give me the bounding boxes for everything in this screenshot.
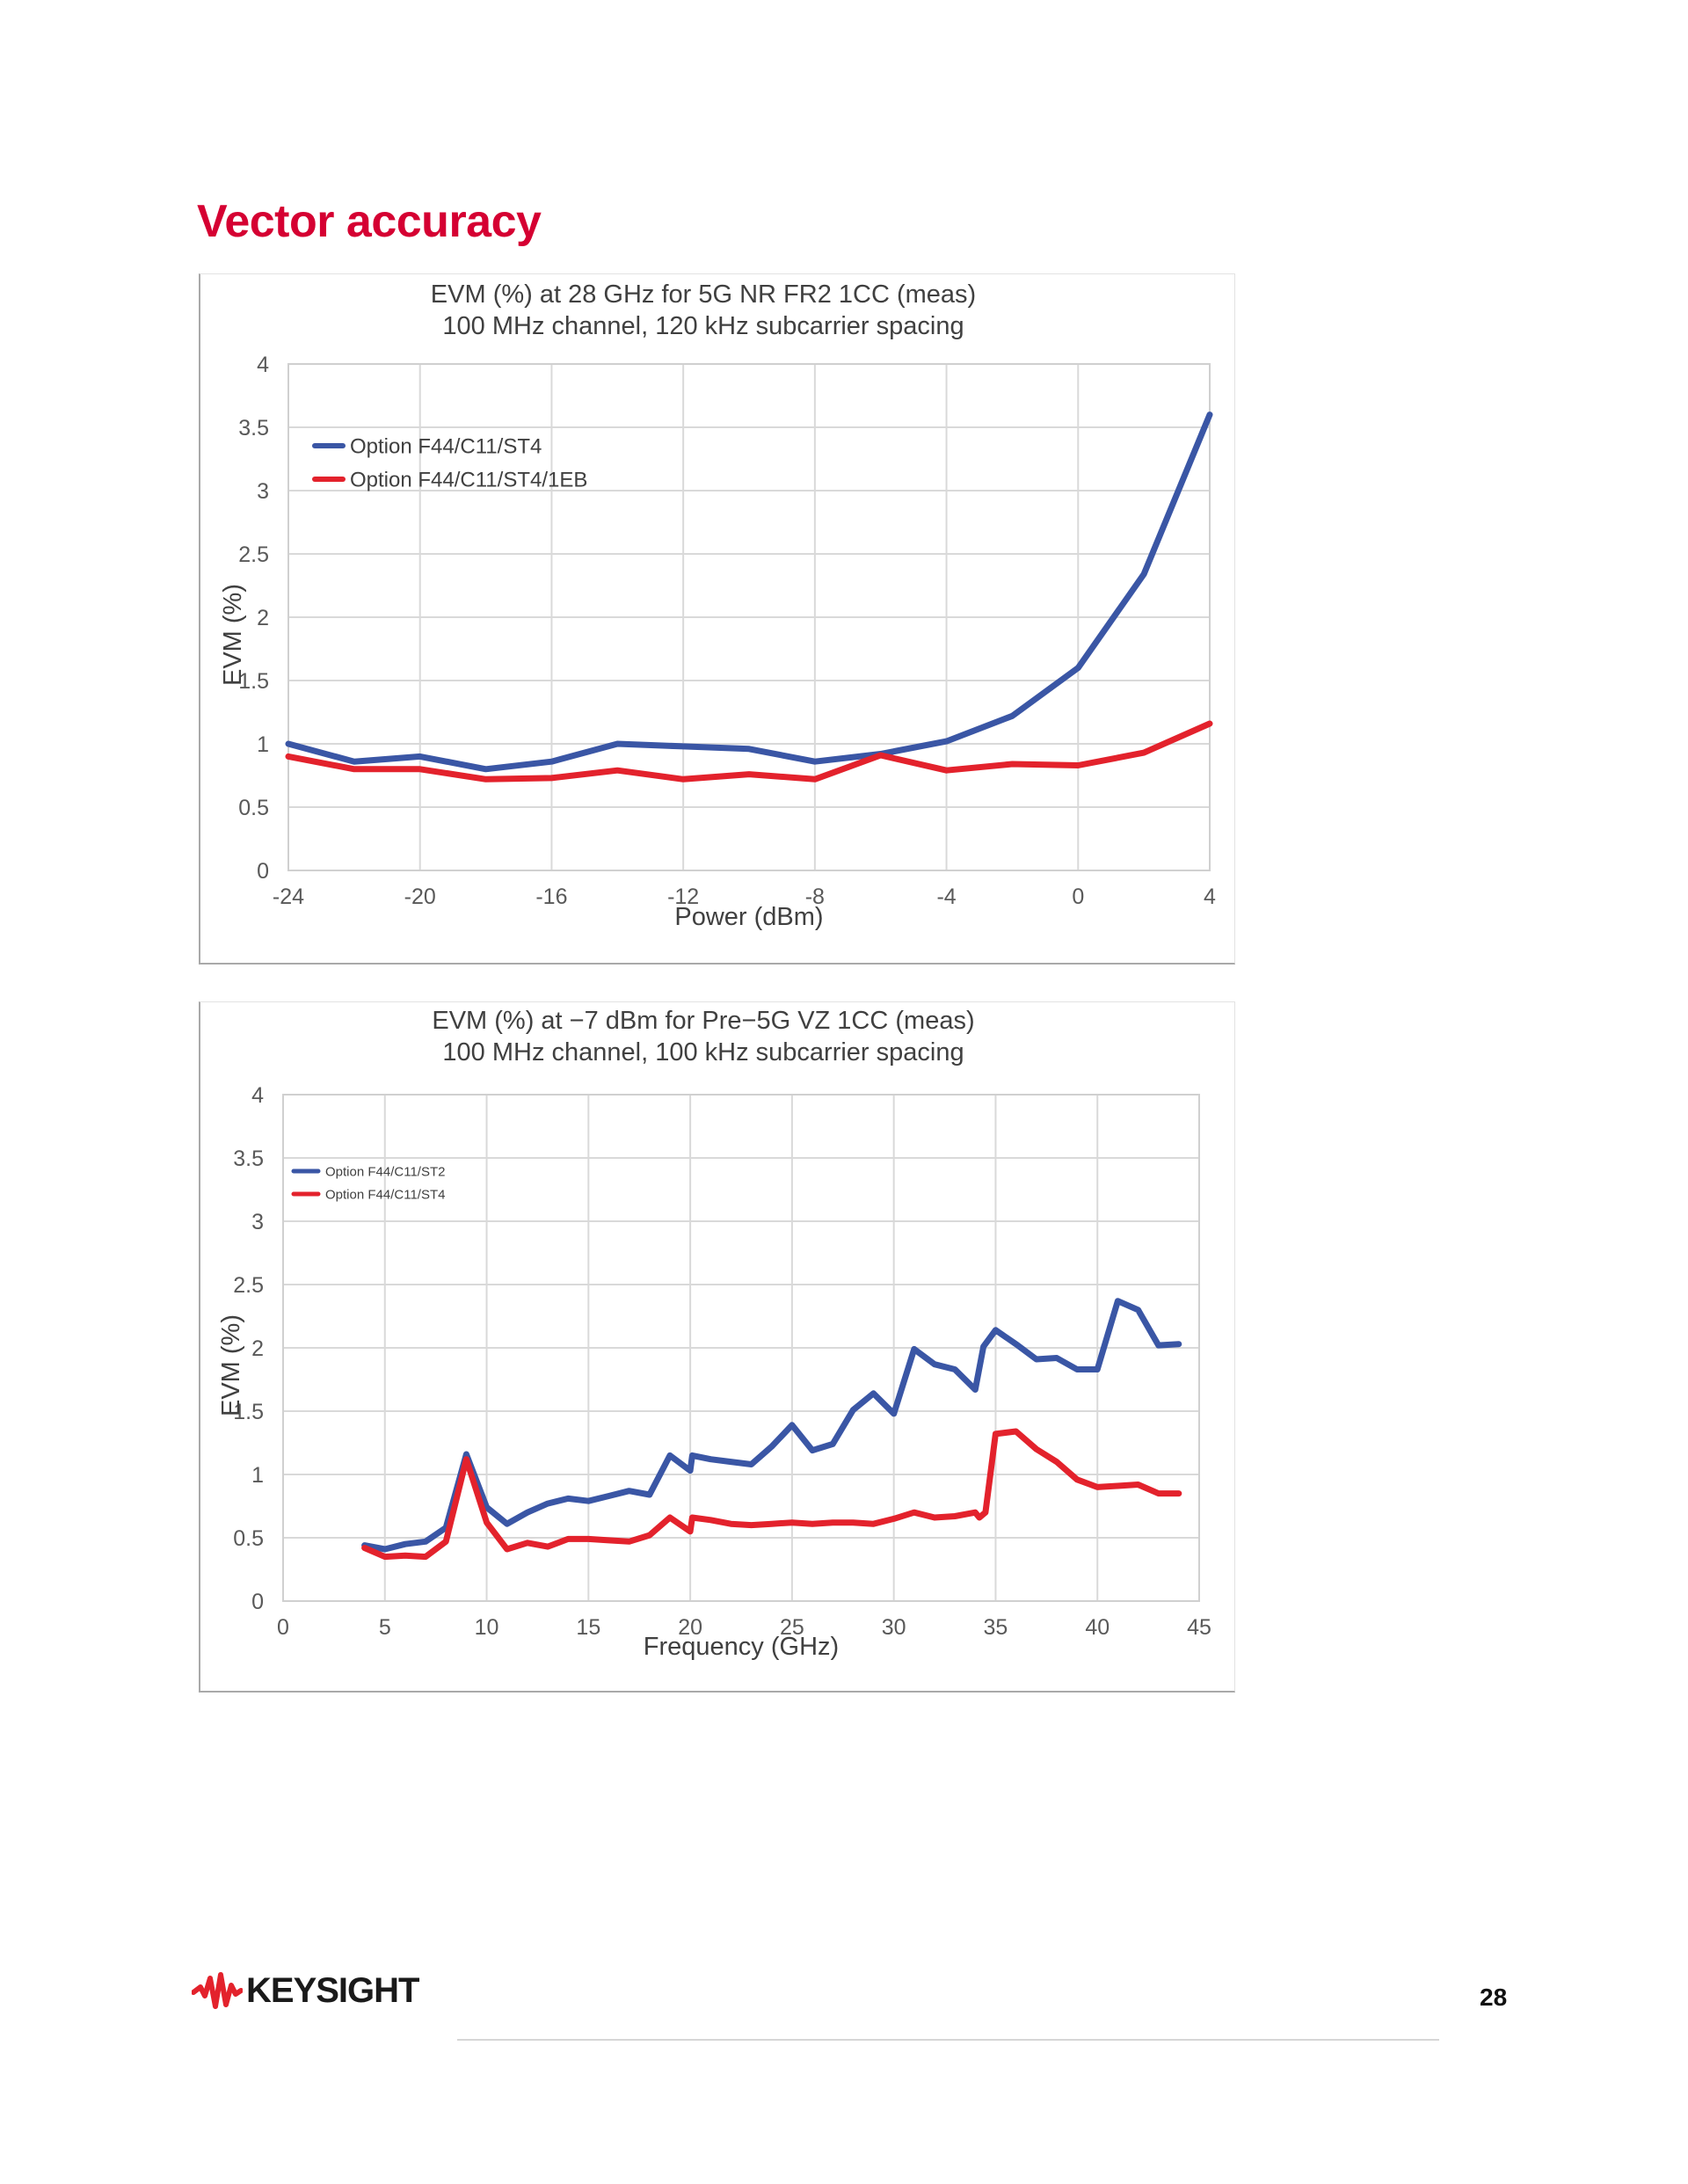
x-tick-label: 10 [475, 1615, 499, 1640]
x-tick-label: 40 [1085, 1615, 1110, 1640]
chart-evm-vs-power: 0 0.5 1 1.5 2 2.5 3 3.5 4 -24 -20 -16 -12 -8 -4 0 4 Optio… [199, 273, 1235, 965]
x-tick-label: 25 [780, 1615, 804, 1640]
y-tick-label: 0.5 [233, 1526, 264, 1551]
y-tick-label: 3.5 [238, 416, 269, 440]
y-tick-label: 0 [251, 1590, 264, 1614]
keysight-wave-icon [192, 1972, 243, 2009]
footer-divider [457, 2039, 1439, 2041]
y-axis-label: EVM (%) [217, 1314, 245, 1416]
chart-title: EVM (%) at 28 GHz for 5G NR FR2 1CC (mea… [431, 280, 976, 309]
x-tick-label: -4 [936, 885, 956, 909]
y-tick-label: 1 [257, 732, 269, 757]
legend-label: Option F44/C11/ST2 [325, 1164, 445, 1179]
y-axis-label: EVM (%) [219, 584, 247, 686]
logo-text: KEYSIGHT [246, 1971, 419, 2010]
y-tick-label: 3 [257, 479, 269, 504]
y-tick-label: 4 [257, 353, 269, 377]
y-tick-label: 4 [251, 1083, 264, 1108]
x-tick-label: 5 [379, 1615, 391, 1640]
page-title: Vector accuracy [197, 196, 542, 247]
chart-title: EVM (%) at −7 dBm for Pre−5G VZ 1CC (mea… [432, 1007, 974, 1035]
page-number: 28 [1480, 1984, 1508, 2011]
y-tick-label: 2.5 [233, 1273, 264, 1298]
y-tick-label: 1.5 [238, 669, 269, 694]
chart-evm-vs-frequency-svg: 00.511.522.533.540 5 10 15 20 25 30 35 40 45Optio… [217, 1007, 1211, 1661]
y-tick-label: 3.5 [233, 1147, 264, 1171]
chart-subtitle: 100 MHz channel, 120 kHz subcarrier spac… [442, 312, 964, 340]
x-tick-label: 35 [984, 1615, 1008, 1640]
x-axis-label: Power (dBm) [674, 903, 823, 931]
x-tick-label: -20 [404, 885, 436, 909]
x-tick-label: 30 [882, 1615, 906, 1640]
x-tick-label: -24 [273, 885, 304, 909]
x-tick-label: -8 [805, 885, 825, 909]
grid [287, 363, 1211, 871]
chart-subtitle: 100 MHz channel, 100 kHz subcarrier spac… [442, 1038, 964, 1067]
x-tick-label: 20 [678, 1615, 702, 1640]
x-tick-label: -12 [667, 885, 699, 909]
plot-area [282, 1094, 1200, 1602]
y-tick-label: 2 [251, 1336, 264, 1361]
series-line-red [361, 1428, 1182, 1561]
y-tick-label: 3 [251, 1210, 264, 1234]
y-tick-label: 2 [257, 606, 269, 630]
y-tick-label: 2.5 [238, 542, 269, 567]
x-tick-label: -16 [535, 885, 567, 909]
y-tick-label: 0 [257, 859, 269, 884]
plot-area [287, 363, 1211, 871]
chart-evm-vs-frequency: 0 0.5 1 1.5 2 2.5 3 3.5 4 0 5 10 15 20 25 30 35 40 45 Optio… [199, 1001, 1235, 1693]
x-tick-label: 15 [576, 1615, 600, 1640]
y-tick-label: 1.5 [233, 1400, 264, 1424]
legend-label: Option F44/C11/ST4/1EB [350, 468, 587, 491]
legend-label: Option F44/C11/ST4 [350, 434, 542, 458]
x-tick-label: 0 [277, 1615, 289, 1640]
y-tick-label: 0.5 [238, 796, 269, 820]
keysight-logo: KEYSIGHT [192, 1969, 420, 2013]
x-axis-label: Frequency (GHz) [644, 1633, 839, 1661]
x-tick-label: 4 [1204, 885, 1216, 909]
y-tick-label: 1 [251, 1463, 264, 1488]
x-tick-label: 45 [1187, 1615, 1211, 1640]
legend-label: Option F44/C11/ST4 [325, 1187, 445, 1202]
x-tick-label: 0 [1072, 885, 1084, 909]
chart-evm-vs-power-svg: 0 0.5 1 1.5 2 2.5 3 3.5 4 -24 -20 -16 -12 -8 -4 0 4 Optio… [219, 280, 1216, 931]
